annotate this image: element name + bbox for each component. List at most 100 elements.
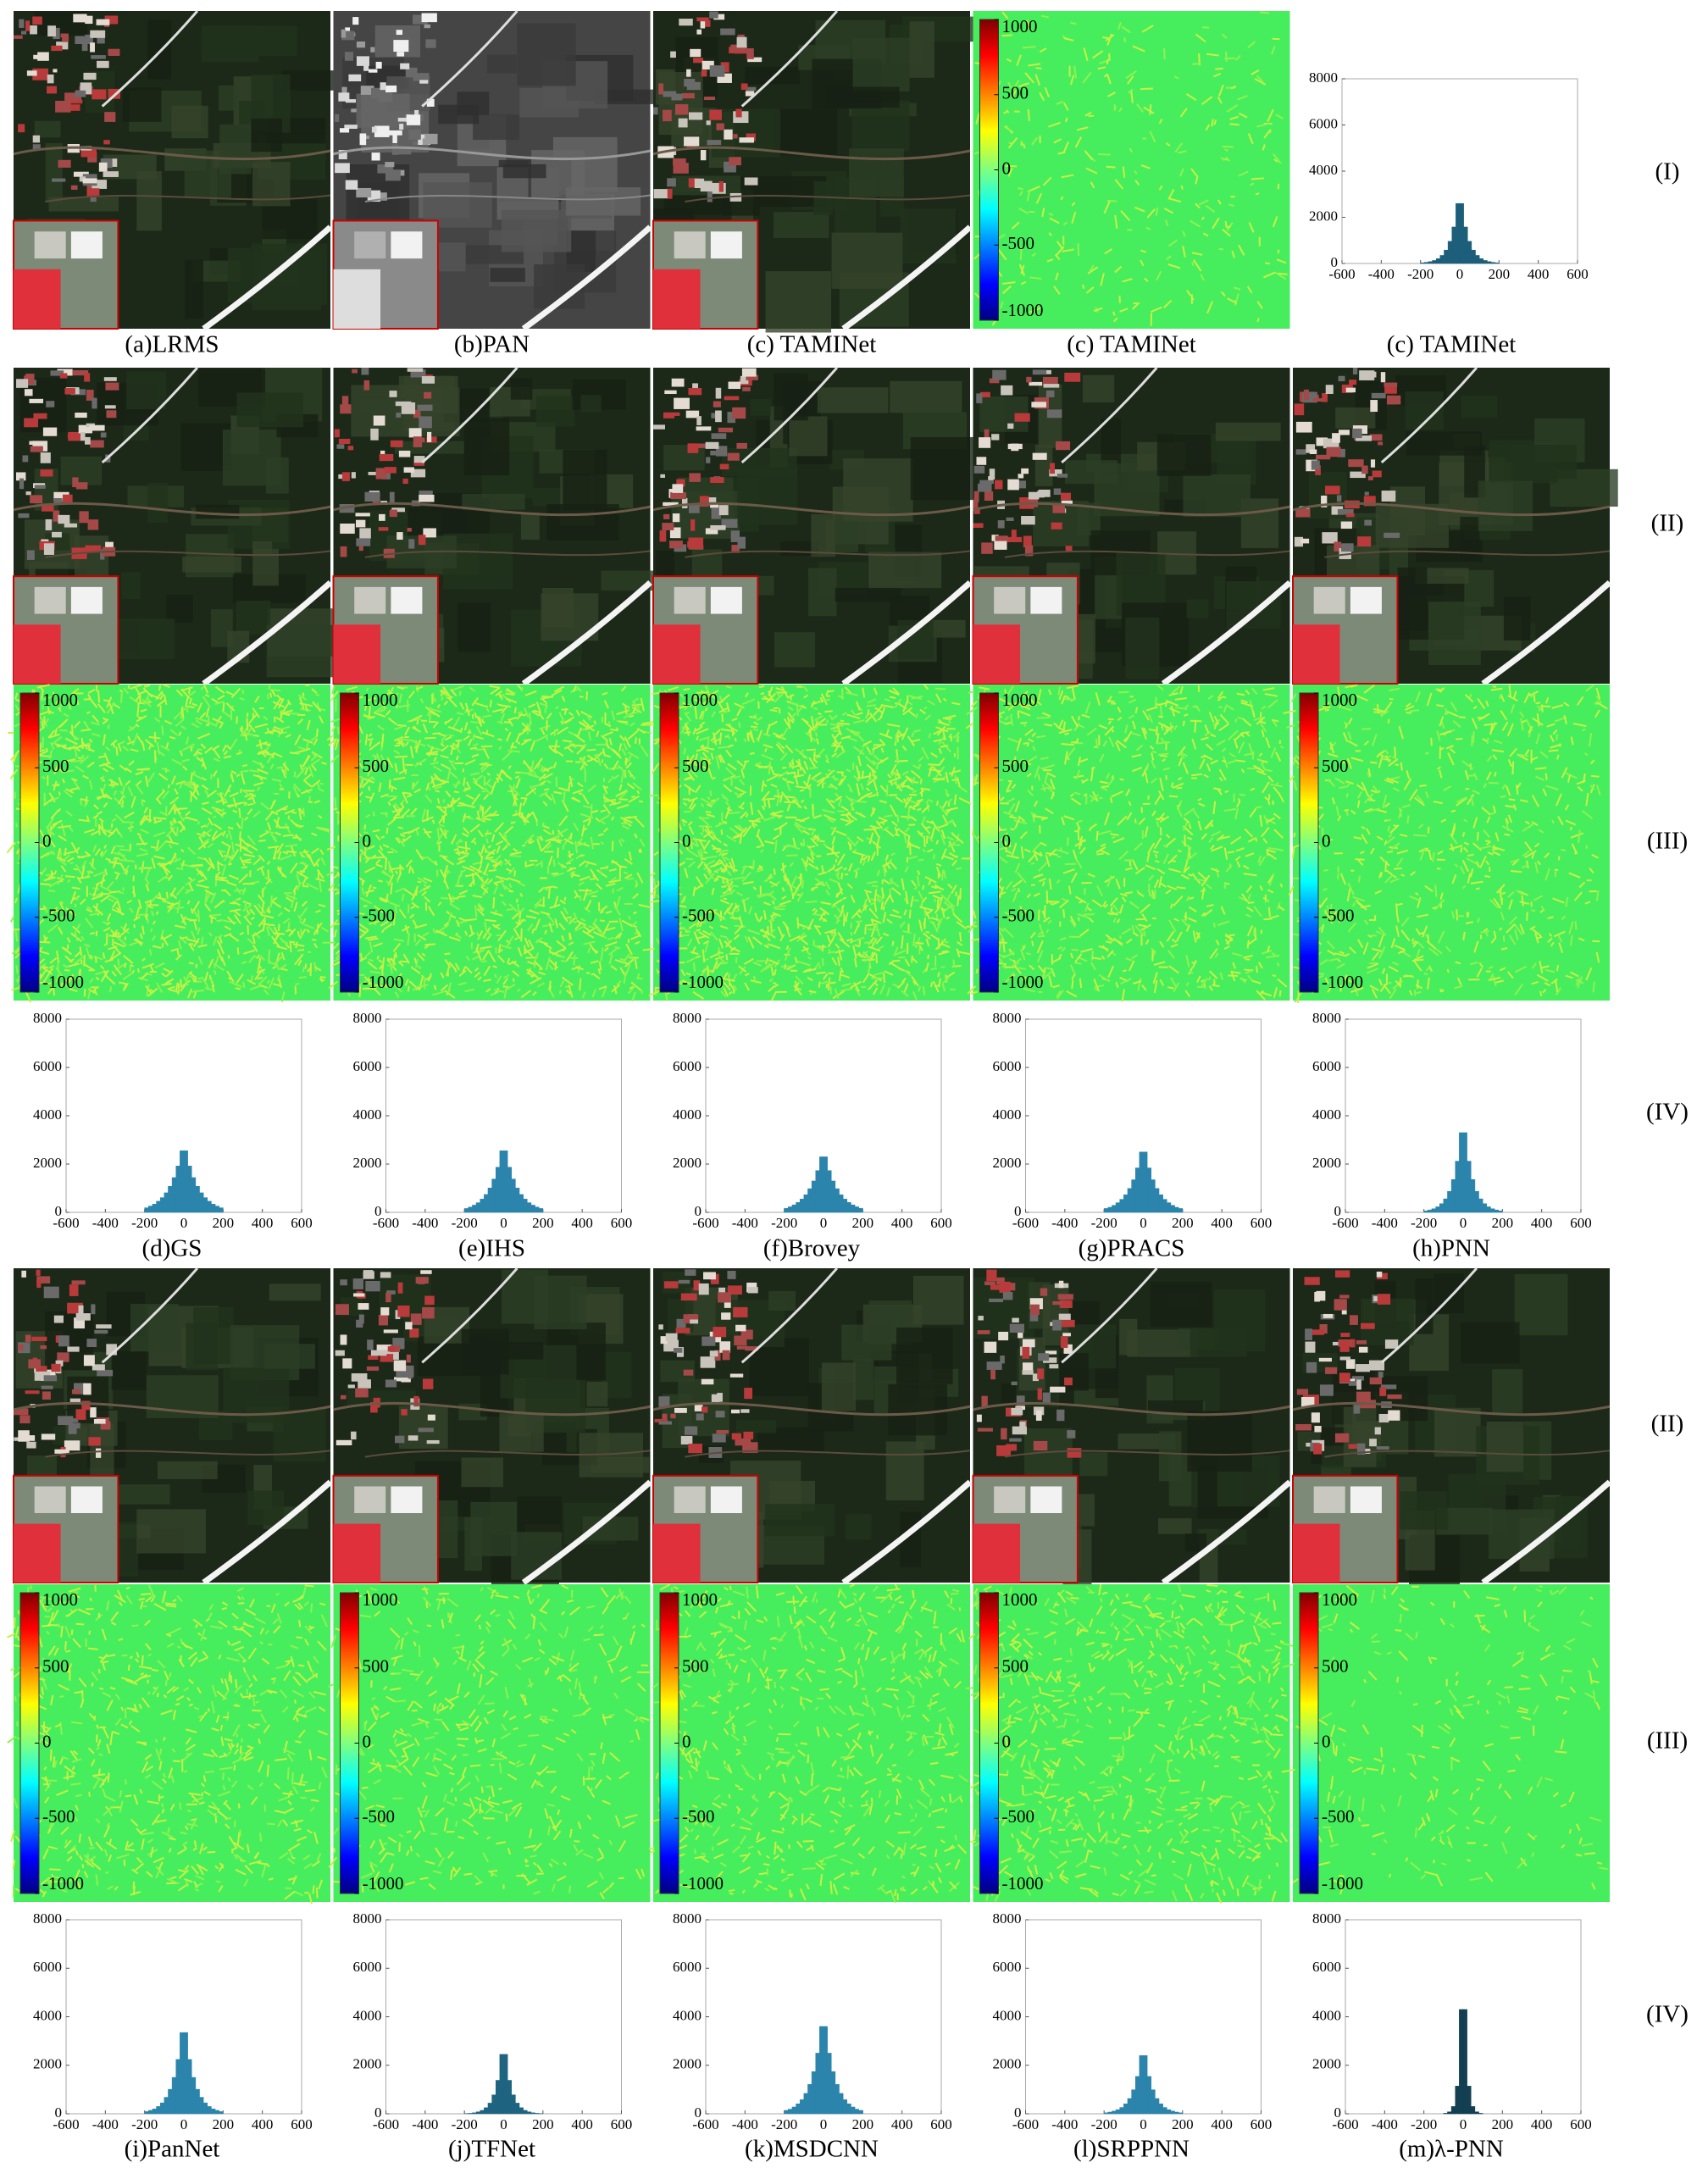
error-speckle <box>619 798 628 801</box>
error-speckle <box>276 766 284 769</box>
error-speckle <box>480 762 489 766</box>
error-speckle <box>1190 296 1195 301</box>
error-speckle <box>457 895 466 898</box>
building <box>338 474 346 480</box>
building <box>53 69 58 73</box>
error-speckle <box>1062 141 1070 153</box>
road <box>101 367 199 464</box>
building <box>97 60 109 69</box>
building <box>15 472 26 481</box>
field-patch <box>593 89 670 104</box>
building <box>341 29 347 38</box>
error-speckle <box>1112 311 1116 316</box>
error-speckle <box>1276 258 1287 264</box>
error-speckle <box>395 816 405 819</box>
field-patch <box>147 482 169 524</box>
building <box>18 124 25 133</box>
error-speckle <box>1127 75 1134 85</box>
building <box>1049 469 1062 477</box>
building <box>64 388 75 395</box>
building <box>681 92 695 99</box>
building <box>746 86 757 91</box>
error-speckle <box>586 748 596 751</box>
building <box>90 42 95 53</box>
building <box>58 514 70 524</box>
field-patch <box>252 541 273 557</box>
error-speckle <box>1191 262 1195 266</box>
building <box>378 527 389 531</box>
error-speckle <box>164 806 168 816</box>
building <box>375 468 387 480</box>
building <box>682 497 688 508</box>
error-speckle <box>509 854 522 858</box>
building <box>355 519 366 528</box>
histogram-bar <box>1456 202 1461 264</box>
building <box>79 176 86 182</box>
building <box>689 112 703 120</box>
error-speckle <box>639 800 644 803</box>
error-speckle <box>269 895 273 907</box>
building <box>1065 546 1073 552</box>
building <box>398 450 411 457</box>
error-speckle <box>94 956 97 963</box>
error-speckle <box>119 848 131 851</box>
error-speckle <box>269 692 273 698</box>
building <box>686 69 691 77</box>
error-speckle <box>83 989 86 997</box>
error-speckle <box>1136 103 1144 113</box>
error-speckle <box>1029 276 1042 280</box>
error-speckle <box>304 963 308 969</box>
building <box>1021 468 1029 474</box>
building <box>747 57 762 63</box>
building <box>377 164 394 174</box>
building <box>26 550 35 560</box>
error-speckle <box>302 967 305 973</box>
building <box>104 405 116 409</box>
inset-roof <box>994 586 1026 614</box>
error-speckle <box>289 751 300 755</box>
field-patch <box>580 395 602 413</box>
error-speckle <box>1255 192 1260 196</box>
error-speckle <box>1106 33 1113 46</box>
inset-roof <box>333 624 381 684</box>
error-speckle <box>1082 284 1085 290</box>
building <box>413 461 425 466</box>
error-speckle <box>1012 80 1020 91</box>
error-speckle <box>1000 301 1004 309</box>
building <box>42 503 54 512</box>
error-speckle <box>1105 34 1115 42</box>
building <box>994 540 1007 550</box>
error-speckle <box>520 687 524 692</box>
error-speckle <box>297 948 305 952</box>
building <box>360 86 374 95</box>
building <box>690 519 696 531</box>
error-speckle <box>601 759 604 763</box>
error-speckle <box>640 724 654 726</box>
building <box>1303 389 1309 401</box>
building <box>1052 504 1065 513</box>
field-patch <box>817 387 889 413</box>
building <box>413 456 425 463</box>
error-speckle <box>165 891 169 899</box>
error-speckle <box>1113 106 1117 111</box>
building <box>79 511 89 524</box>
building <box>705 528 718 535</box>
building <box>746 47 754 59</box>
error-speckle <box>1250 69 1260 75</box>
building <box>364 491 380 502</box>
building <box>406 114 421 125</box>
error-speckle <box>773 707 779 710</box>
error-speckle <box>458 801 465 805</box>
field-patch <box>219 124 252 175</box>
error-speckle <box>1256 122 1270 128</box>
building <box>744 177 758 186</box>
error-speckle <box>1062 248 1074 252</box>
field-patch <box>721 447 797 477</box>
field-patch <box>1428 602 1481 665</box>
error-speckle <box>1055 272 1059 281</box>
field-patch <box>510 378 533 400</box>
building <box>368 69 378 73</box>
error-speckle <box>1193 259 1202 272</box>
building <box>341 396 349 408</box>
field-patch <box>826 86 900 108</box>
